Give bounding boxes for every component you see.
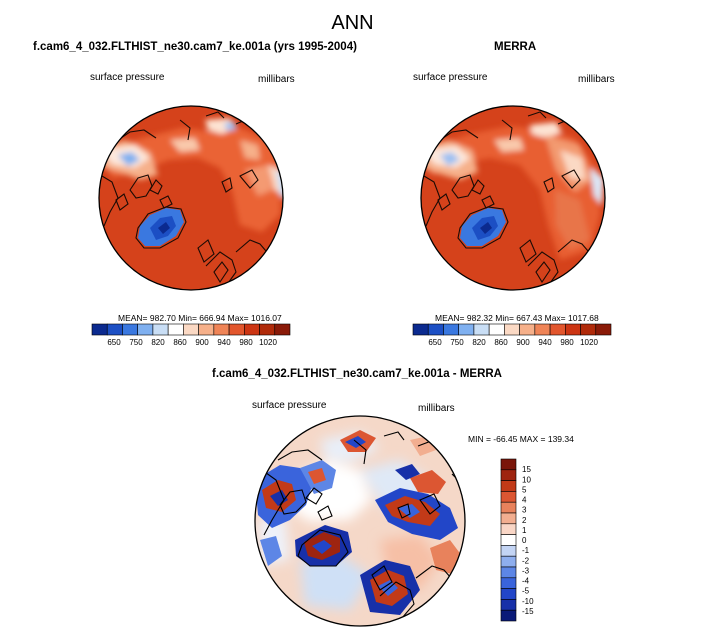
panel-1-map <box>99 106 283 290</box>
panel-3-map-border <box>254 415 466 627</box>
panel-2-colorbar-swatch <box>565 323 581 336</box>
panel-1-title: f.cam6_4_032.FLTHIST_ne30.cam7_ke.001a (… <box>33 41 357 53</box>
panel-3-colorbar-tick-label: -15 <box>522 607 534 616</box>
panel-3-colorbar-tick-label: 1 <box>522 526 527 535</box>
panel-3-colorbar-swatch <box>500 458 517 471</box>
panel-1-colorbar-tick-label: 820 <box>151 338 165 347</box>
panel-2-colorbar-tick-label: 940 <box>538 338 552 347</box>
panel-1-colorbar-swatch <box>152 323 169 336</box>
panel-2-colorbar-tick-label: 1020 <box>580 338 598 347</box>
panel-2-left-label: surface pressure <box>413 72 488 83</box>
panel-2-colorbar-tick-label: 980 <box>560 338 574 347</box>
panel-1-colorbar: 650 750 820 860 900 940 980 1020 <box>91 323 291 347</box>
panel-2-colorbar-tick-label: 650 <box>428 338 442 347</box>
panel-1-colorbar-swatch <box>91 323 108 336</box>
panel-3-left-label: surface pressure <box>252 400 327 411</box>
panel-3-right-label: millibars <box>418 403 455 414</box>
panel-3-colorbar-tick-label: -2 <box>522 556 530 565</box>
panel-2-stats: MEAN= 982.32 Min= 667.43 Max= 1017.68 <box>435 313 599 323</box>
panel-1-colorbar-swatch <box>198 323 215 336</box>
panel-3-colorbar-swatch <box>500 609 517 622</box>
panel-3-colorbar-swatch <box>500 555 517 568</box>
panel-1-left-label: surface pressure <box>90 72 165 83</box>
panel-1-colorbar-swatch <box>228 323 245 336</box>
panel-1-colorbar-swatch <box>106 323 123 336</box>
panel-3-colorbar-swatch <box>500 566 517 579</box>
panel-3-colorbar-swatch <box>500 577 517 589</box>
panel-1-colorbar-tick-label: 750 <box>129 338 143 347</box>
panel-3-colorbar-swatch <box>500 501 517 514</box>
panel-3-colorbar-swatch <box>500 512 517 525</box>
panel-3-colorbar-tick-label: 2 <box>522 516 527 525</box>
panel-3-colorbar-tick-label: 3 <box>522 506 527 515</box>
panel-2-colorbar-swatch <box>412 323 429 336</box>
panel-2-colorbar-tick-label: 860 <box>494 338 508 347</box>
panel-1-colorbar-swatch <box>167 323 184 336</box>
panel-1-colorbar-tick-label: 980 <box>239 338 253 347</box>
panel-2-colorbar-swatch <box>504 323 520 336</box>
panel-3-colorbar-tick-label: 0 <box>522 536 527 545</box>
panel-1-colorbar-tick-label: 860 <box>173 338 187 347</box>
panel-2-map-border <box>420 105 606 291</box>
panel-1-map-border <box>98 105 284 291</box>
panel-3-colorbar-swatch <box>500 599 517 611</box>
panel-1-colorbar-swatch <box>244 323 260 336</box>
panel-3-colorbar-swatch <box>500 545 517 557</box>
panel-2-title: MERRA <box>494 41 537 53</box>
panel-2-right-label: millibars <box>578 74 615 85</box>
panel-2-colorbar-swatch <box>534 323 551 336</box>
panel-1-right-label: millibars <box>258 74 295 85</box>
panel-3-map <box>255 416 465 626</box>
panel-1-colorbar-swatch <box>137 323 154 336</box>
panel-3-colorbar-tick-label: -1 <box>522 546 530 555</box>
panel-2-colorbar: 650 750 820 860 900 940 980 1020 <box>412 323 612 347</box>
panel-2-colorbar-tick-label: 820 <box>472 338 486 347</box>
panel-3-stats: MIN = -66.45 MAX = 139.34 <box>468 434 574 444</box>
panel-2-colorbar-swatch <box>427 323 444 336</box>
panel-3-colorbar-tick-label: 5 <box>522 485 527 494</box>
panel-2-colorbar-swatch <box>443 323 459 336</box>
panel-1-colorbar-swatch <box>274 323 291 336</box>
panel-3-colorbar-swatch <box>500 588 517 600</box>
panel-3-colorbar-swatch <box>500 469 517 481</box>
panel-1-stats: MEAN= 982.70 Min= 666.94 Max= 1016.07 <box>118 313 282 323</box>
panel-3-colorbar-swatch <box>500 534 517 546</box>
panel-2-colorbar-tick-label: 750 <box>450 338 464 347</box>
panel-3-colorbar-swatch <box>500 491 517 503</box>
panel-1-colorbar-swatch <box>213 323 230 336</box>
panel-2-colorbar-swatch <box>488 323 505 336</box>
panel-3-colorbar-tick-label: 4 <box>522 496 527 505</box>
panel-3-colorbar-swatch <box>500 523 517 535</box>
panel-3-colorbar-tick-label: -4 <box>522 577 530 586</box>
panel-1-colorbar-tick-label: 900 <box>195 338 209 347</box>
panel-2-colorbar-swatch <box>549 323 566 336</box>
panel-2-colorbar-swatch <box>519 323 536 336</box>
panel-3-colorbar-tick-label: -5 <box>522 587 530 596</box>
panel-3-colorbar-tick-label: 15 <box>522 465 531 474</box>
panel-3-colorbar-tick-label: 10 <box>522 475 531 484</box>
panel-1-colorbar-swatch <box>122 323 138 336</box>
panel-2-map <box>421 106 605 290</box>
panel-2-colorbar-swatch <box>595 323 612 336</box>
panel-3-colorbar-tick-label: -10 <box>522 597 534 606</box>
panel-2-colorbar-swatch <box>473 323 490 336</box>
page-title: ANN <box>331 12 374 34</box>
panel-1-colorbar-swatch <box>183 323 199 336</box>
panel-2-colorbar-swatch <box>458 323 475 336</box>
panel-2-colorbar-swatch <box>580 323 597 336</box>
panel-1-colorbar-tick-label: 940 <box>217 338 231 347</box>
panel-3-title: f.cam6_4_032.FLTHIST_ne30.cam7_ke.001a -… <box>212 368 502 380</box>
panel-3-colorbar-swatch <box>500 480 517 492</box>
panel-1-colorbar-swatch <box>259 323 276 336</box>
panel-3-colorbar-tick-label: -3 <box>522 566 530 575</box>
panel-1-colorbar-tick-label: 650 <box>107 338 121 347</box>
panel-2-colorbar-tick-label: 900 <box>516 338 530 347</box>
panel-1-colorbar-tick-label: 1020 <box>259 338 277 347</box>
